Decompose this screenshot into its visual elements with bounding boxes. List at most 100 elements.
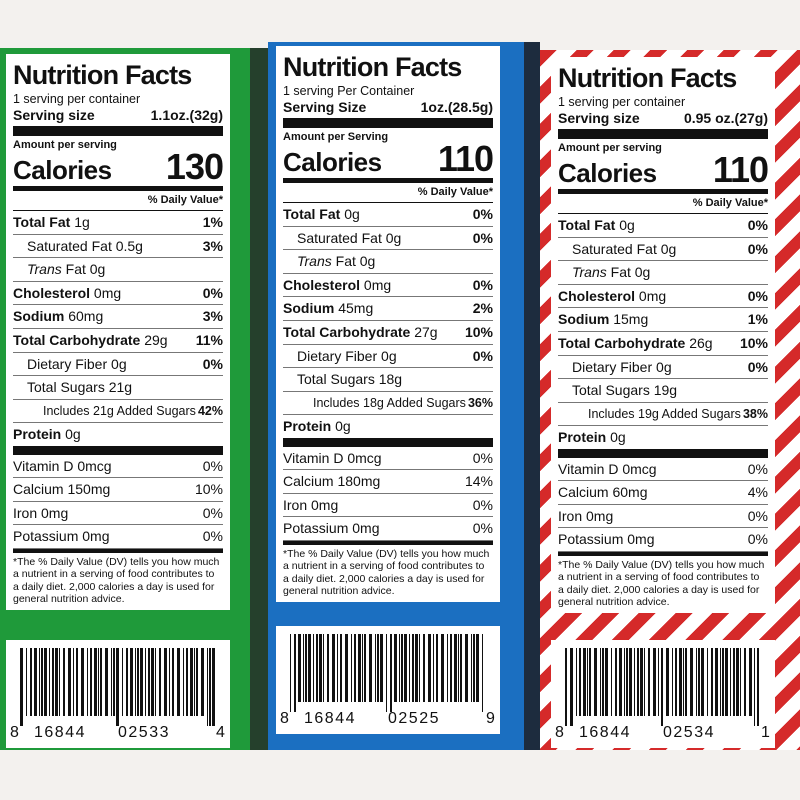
nutrient-row: Total Fat 1g 1%	[13, 211, 223, 235]
barcode-digits: 02525	[388, 710, 440, 727]
nutrient-name-group: Total Carbohydrate 26g	[558, 332, 713, 355]
nutrient-amount: 0g	[344, 206, 360, 222]
bar-stripe	[637, 648, 639, 716]
barcode: 8 16844 02534 1	[551, 640, 775, 748]
bar-stripe	[412, 634, 414, 702]
nutrient-amount: 0.5g	[115, 237, 143, 254]
nutrient-name: Cholesterol	[558, 287, 636, 304]
nutrition-label: Nutrition Facts 1 serving per container Se…	[551, 57, 775, 613]
nutrient-dv: 42%	[197, 403, 223, 418]
nutrient-dv: 10%	[464, 323, 493, 340]
bar-stripe	[327, 634, 329, 702]
vitamin-row: Potassium 0mg 0%	[283, 517, 493, 541]
bar-stripe	[725, 648, 728, 716]
vitamin-name: Potassium 0mg	[558, 531, 655, 548]
bar-stripe	[696, 648, 697, 716]
bar-stripe	[63, 648, 65, 716]
vitamin-row: Calcium 180mg 14%	[283, 470, 493, 494]
nutrient-name-group: Includes 18g Added Sugars	[313, 392, 466, 415]
nutrient-row: Cholesterol 0mg 0%	[283, 274, 493, 298]
bar-stripe	[465, 634, 468, 702]
nutrient-amount: 26g	[689, 334, 713, 351]
nutrient-row: Cholesterol 0mg 0%	[13, 282, 223, 306]
bar-stripe	[605, 648, 608, 716]
bar-stripe	[90, 648, 92, 716]
bar-stripe	[698, 648, 700, 716]
vitamin-name: Vitamin D 0mcg	[283, 449, 382, 466]
bar-stripe	[744, 648, 746, 716]
calories-row: Calories 110	[283, 141, 494, 183]
bar-stripe	[415, 634, 418, 702]
nutrient-row: Sodium 45mg 2%	[283, 297, 493, 321]
nutrient-amount: 0g	[385, 229, 402, 246]
nutrient-row: Total Fat 0g 0%	[283, 203, 493, 227]
nutrient-dv: 0%	[472, 229, 493, 246]
nutrient-name: Dietary Fiber	[572, 358, 653, 375]
bar-stripe	[409, 634, 410, 702]
bar-stripe	[685, 648, 687, 716]
nutrient-amount: Fat 0g	[65, 261, 106, 278]
bar-stripe	[126, 648, 128, 716]
vitamin-name: Calcium 150mg	[13, 481, 111, 498]
bar-stripe	[450, 634, 452, 702]
bar-stripe	[757, 648, 759, 726]
nutrient-row: Cholesterol 0mg 0%	[558, 285, 768, 309]
bar-stripe	[640, 648, 643, 716]
bar-stripe	[319, 634, 322, 702]
nutrient-row: Total Sugars 18g	[283, 368, 493, 392]
nutrient-amount: 0mg	[638, 287, 667, 304]
bar-stripe	[194, 648, 195, 716]
label-title: Nutrition Facts	[558, 63, 737, 93]
bar-stripe	[589, 648, 591, 716]
nutrient-dv: 0%	[747, 358, 768, 375]
nutrient-row: Includes 19g Added Sugars 38%	[558, 403, 768, 427]
bar-stripe	[476, 634, 479, 702]
vitamin-row: Calcium 150mg 10%	[13, 478, 223, 502]
bar-stripe	[707, 648, 708, 716]
bar-stripe	[441, 634, 444, 702]
nutrient-name: Cholesterol	[13, 284, 91, 301]
nutrient-name-group: Cholesterol 0mg	[558, 285, 666, 308]
bar-stripe	[340, 634, 342, 702]
bar-stripe	[186, 648, 188, 716]
vitamin-name: Iron 0mg	[558, 507, 614, 524]
barcode-digits: 16844	[304, 710, 356, 727]
bar-stripe	[722, 648, 724, 716]
bar-stripe	[135, 648, 136, 716]
bar-stripe	[720, 648, 721, 716]
barcode-digits: 02534	[663, 724, 715, 741]
nutrient-name: Trans	[27, 261, 62, 278]
vitamin-dv: 0%	[472, 449, 493, 466]
servings: 1 serving Per Container	[283, 84, 415, 98]
nutrient-row: Sodium 15mg 1%	[558, 308, 768, 332]
servings: 1 serving per container	[558, 95, 686, 109]
bar-stripe	[675, 648, 677, 716]
nutrient-amount: 0mg	[363, 276, 392, 293]
nutrient-row: Protein 0g	[283, 415, 493, 447]
nutrient-row: Saturated Fat 0.5g 3%	[13, 235, 223, 259]
bar-stripe	[482, 634, 483, 712]
nutrient-amount: 60mg	[68, 308, 104, 325]
vitamin-dv: 0%	[472, 496, 493, 513]
nutrient-name-group: Cholesterol 0mg	[13, 282, 121, 305]
nutrient-row: Total Fat 0g 0%	[558, 214, 768, 238]
bar-stripe	[177, 648, 180, 716]
serving-size: Serving size 0.95 oz.(27g)	[558, 110, 768, 139]
nutrient-name: Includes 18g Added Sugars	[313, 395, 466, 410]
bar-stripe	[196, 648, 198, 716]
nutrient-dv: 0%	[747, 240, 768, 257]
bar-stripe	[619, 648, 622, 716]
vitamin-name: Iron 0mg	[283, 496, 339, 513]
bar-stripe	[473, 634, 475, 702]
bar-stripe	[733, 648, 735, 716]
serving-size: Serving Size 1oz.(28.5g)	[283, 99, 493, 128]
barcode-digits: 4	[216, 724, 227, 741]
nutrient-row: Total Sugars 19g	[558, 379, 768, 403]
bar-stripe	[358, 634, 361, 702]
bar-stripe	[661, 648, 663, 726]
bar-stripe	[658, 648, 659, 716]
bar-stripe	[169, 648, 170, 716]
nutrient-amount: 0g	[335, 418, 351, 435]
nutrient-name-group: Cholesterol 0mg	[283, 274, 391, 297]
nutrient-name: Saturated Fat	[572, 240, 657, 257]
